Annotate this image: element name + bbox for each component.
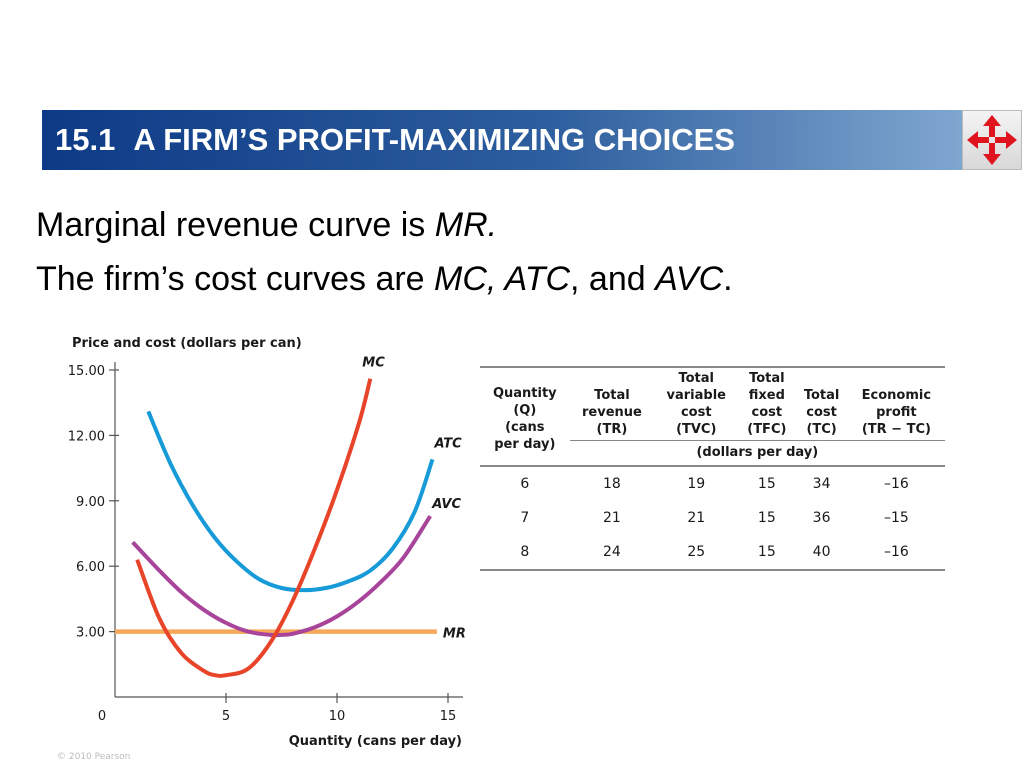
series-atc-label: ATC bbox=[433, 436, 462, 451]
col-header-line: Quantity bbox=[492, 385, 557, 401]
navigation-button[interactable] bbox=[962, 110, 1022, 170]
table-cell: 40 bbox=[812, 544, 831, 560]
x-tick-label: 0 bbox=[98, 709, 106, 724]
table-cell: 18 bbox=[603, 476, 621, 492]
body-line-1-text: Marginal revenue curve is bbox=[36, 206, 435, 244]
body-line-2-mid: , and bbox=[570, 260, 656, 298]
col-header-line: (TVC) bbox=[676, 422, 717, 437]
series-avc-label: AVC bbox=[431, 497, 461, 512]
col-header-line: Total bbox=[749, 371, 785, 386]
four-way-arrows-icon bbox=[967, 115, 1017, 165]
title-label: A FIRM’S PROFIT-MAXIMIZING CHOICES bbox=[133, 122, 735, 157]
table-cell: 21 bbox=[687, 510, 706, 526]
units-label: (dollars per day) bbox=[569, 440, 945, 466]
table-row: 7 21 21 15 36 –15 bbox=[480, 501, 945, 535]
table-cell: 24 bbox=[603, 544, 621, 560]
table-cell: 34 bbox=[812, 476, 831, 492]
y-axis-label: Price and cost (dollars per can) bbox=[72, 336, 302, 351]
col-header-line: (cans bbox=[505, 419, 545, 435]
series-mc-curve bbox=[135, 378, 373, 678]
col-header-line: variable bbox=[666, 388, 726, 403]
col-header-line: (TR) bbox=[596, 422, 628, 437]
table-row: 8 24 25 15 40 –16 bbox=[480, 535, 945, 570]
col-header-total-variable-cost: Total variable cost (TVC) bbox=[654, 367, 738, 441]
col-header-total-cost: Total cost (TC) bbox=[795, 367, 847, 441]
table-row: 6 18 19 15 34 –16 bbox=[480, 466, 945, 501]
table-cell: –15 bbox=[883, 510, 909, 526]
col-header-economic-profit: Economic profit (TR − TC) bbox=[848, 367, 945, 441]
table-cell: –16 bbox=[883, 476, 909, 492]
table-cell: –16 bbox=[883, 544, 909, 560]
y-tick-label: 9.00 bbox=[76, 495, 105, 510]
col-header-line: (Q) bbox=[513, 402, 537, 418]
body-line-1: Marginal revenue curve is MR. bbox=[36, 206, 497, 245]
series-atc-curve bbox=[146, 410, 435, 593]
col-header-line: (TR − TC) bbox=[861, 422, 931, 437]
title-bar: 15.1 A FIRM’S PROFIT-MAXIMIZING CHOICES bbox=[42, 110, 962, 170]
y-tick-label: 12.00 bbox=[68, 429, 105, 444]
series-avc-curve bbox=[131, 514, 432, 638]
body-line-2: The firm’s cost curves are MC, ATC, and … bbox=[36, 260, 733, 299]
table-cell: 15 bbox=[757, 476, 776, 492]
table-cell: 8 bbox=[520, 544, 530, 560]
col-header-line: cost bbox=[680, 405, 712, 420]
col-header-line: Economic bbox=[861, 388, 932, 403]
series-mr-label: MR bbox=[443, 627, 466, 642]
body-line-2-emphasis-1: MC, ATC bbox=[434, 260, 571, 298]
body-line-2-text: The firm’s cost curves are bbox=[36, 260, 435, 298]
col-header-line: cost bbox=[751, 405, 783, 420]
table-cell: 36 bbox=[812, 510, 831, 526]
col-header-quantity: Quantity (Q) (cans per day) bbox=[480, 367, 570, 466]
x-tick-label: 15 bbox=[440, 709, 457, 724]
table-cell: 19 bbox=[687, 476, 706, 492]
y-tick-label: 6.00 bbox=[76, 560, 105, 575]
body-line-2-emphasis-2: AVC bbox=[655, 260, 724, 298]
slide-title: 15.1 A FIRM’S PROFIT-MAXIMIZING CHOICES bbox=[55, 110, 735, 170]
cost-table: Quantity (Q) (cans per day) Total revenue (TR… bbox=[480, 366, 945, 571]
col-header-line: Total bbox=[594, 388, 630, 403]
table-cell: 7 bbox=[520, 510, 530, 526]
table-cell: 15 bbox=[757, 544, 776, 560]
table-cell: 25 bbox=[687, 544, 706, 560]
col-header-line: Total bbox=[803, 388, 840, 403]
col-header-line: per day) bbox=[494, 436, 556, 452]
y-tick-label: 15.00 bbox=[68, 364, 105, 379]
series-mc-label: MC bbox=[362, 356, 385, 371]
col-header-line: Total bbox=[678, 371, 714, 386]
col-header-total-revenue: Total revenue (TR) bbox=[570, 367, 655, 441]
body-line-1-emphasis: MR. bbox=[434, 206, 498, 244]
x-tick-label: 5 bbox=[222, 709, 230, 724]
col-header-line: (TC) bbox=[806, 422, 837, 437]
table-cell: 15 bbox=[757, 510, 776, 526]
section-number: 15.1 bbox=[55, 122, 116, 157]
table-cell: 6 bbox=[520, 476, 530, 492]
copyright-text: © 2010 Pearson bbox=[57, 752, 131, 762]
col-header-total-fixed-cost: Total fixed cost (TFC) bbox=[738, 367, 795, 441]
col-header-line: profit bbox=[876, 405, 917, 420]
col-header-line: fixed bbox=[748, 388, 785, 403]
body-line-2-end: . bbox=[723, 260, 733, 298]
y-tick-label: 3.00 bbox=[76, 626, 105, 641]
x-axis-label: Quantity (cans per day) bbox=[289, 734, 462, 749]
col-header-line: revenue bbox=[582, 405, 642, 420]
x-tick-label: 10 bbox=[329, 709, 346, 724]
col-header-line: cost bbox=[806, 405, 837, 420]
col-header-line: (TFC) bbox=[747, 422, 787, 437]
table-cell: 21 bbox=[603, 510, 621, 526]
